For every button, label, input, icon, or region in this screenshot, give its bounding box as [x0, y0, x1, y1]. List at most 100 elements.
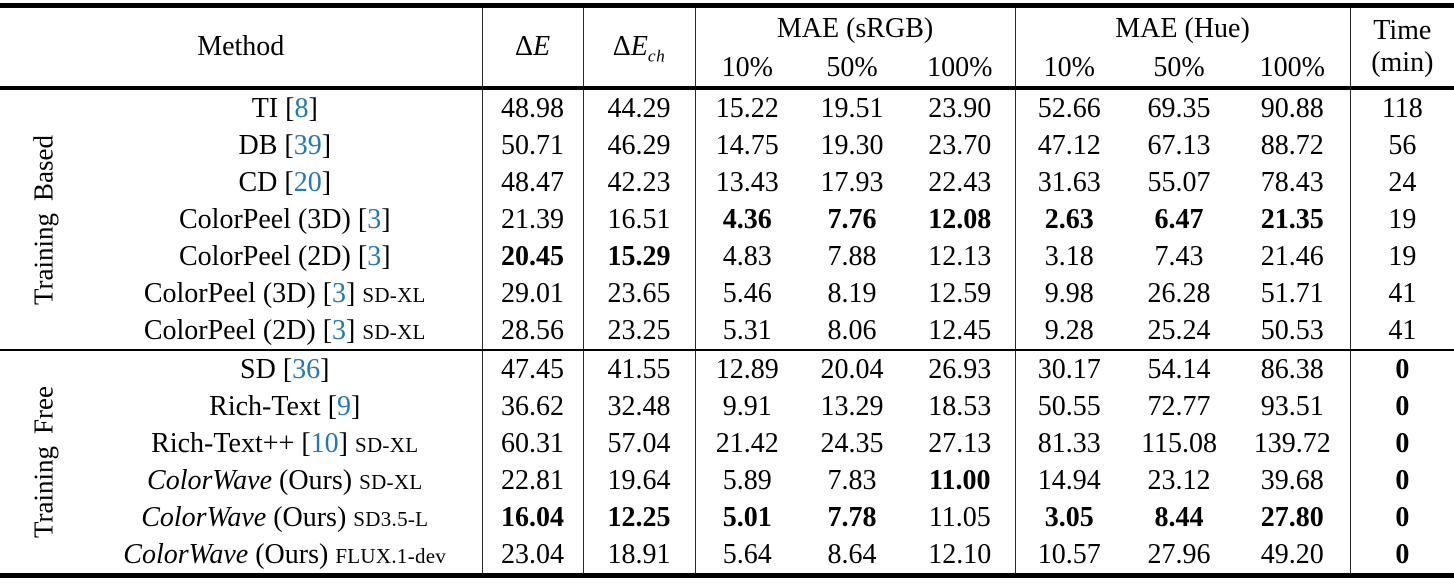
mae-srgb-10-value: 5.64: [722, 538, 772, 570]
mae-hue-100-value: 51.71: [1235, 275, 1351, 312]
mae-hue-50-value: 25.24: [1147, 314, 1211, 346]
citation-link[interactable]: 8: [294, 92, 309, 124]
mae-hue-50-value: 69.35: [1147, 92, 1211, 124]
mae-hue-50-value: 115.08: [1141, 427, 1218, 459]
mae-hue-10-value: 10.57: [1037, 538, 1101, 570]
table-header: Method ΔE ΔEch MAE (sRGB) MAE (Hue) Time…: [0, 5, 1454, 88]
time-value: 0: [1395, 427, 1410, 459]
delta-e-ch-label: ΔEch: [612, 31, 666, 66]
mae-srgb-50-value: 24.35: [820, 427, 884, 459]
col-delta-e: ΔE: [482, 5, 584, 88]
time-value: 24: [1388, 166, 1417, 198]
mae-hue-100-value: 93.51: [1235, 388, 1351, 425]
col-method-label: Method: [197, 31, 285, 62]
mae-srgb-10-value: 9.91: [722, 390, 772, 422]
mae-hue-10-value: 14.94: [1037, 464, 1101, 496]
mae-srgb-10-value: 5.46: [722, 277, 772, 309]
delta-e-value: 21.39: [482, 201, 584, 238]
delta-e-value: 22.81: [482, 462, 584, 499]
model-suffix: SD-XL: [354, 432, 419, 457]
mae-hue-10-value: 3.18: [1044, 240, 1094, 272]
time-value: 56: [1388, 129, 1417, 161]
time-label: Time: [1373, 14, 1432, 46]
mae-hue-100-value: 139.72: [1235, 425, 1351, 462]
mae-srgb-50-value: 13.29: [820, 390, 884, 422]
citation-link[interactable]: 10: [310, 427, 339, 459]
table-row: ColorPeel (3D) [3] SD-XL 29.01 23.65 5.46 8.…: [0, 275, 1454, 312]
mae-srgb-10-value: 14.75: [715, 129, 779, 161]
mae-srgb-10-value: 4.83: [722, 240, 772, 272]
col-hue-10: 10%: [1043, 52, 1095, 83]
mae-srgb-100-value: 23.70: [905, 127, 1016, 164]
mae-hue-50-value: 6.47: [1154, 203, 1204, 235]
mae-hue-100-value: 50.53: [1235, 312, 1351, 350]
results-table: Method ΔE ΔEch MAE (sRGB) MAE (Hue) Time…: [0, 3, 1454, 578]
citation-link[interactable]: 36: [292, 353, 321, 385]
model-suffix: SD-XL: [362, 319, 426, 344]
training-free-group: TrainingFree SD [36] 47.45 41.55 12.89 20.04 2…: [0, 350, 1454, 576]
delta-e-label: ΔE: [514, 31, 551, 62]
table-row: Rich-Text++ [10] SD-XL 60.31 57.04 21.42 24.…: [0, 425, 1454, 462]
delta-e-ch-value: 15.29: [583, 238, 696, 275]
mae-hue-10-value: 81.33: [1037, 427, 1101, 459]
mae-srgb-100-value: 12.59: [905, 275, 1016, 312]
group-label-cell: TrainingBased: [0, 88, 88, 350]
mae-srgb-100-value: 12.45: [905, 312, 1016, 350]
table-row: TrainingBased TI [8] 48.98 44.29 15.22 19.51 2…: [0, 88, 1454, 305]
citation-link[interactable]: 9: [337, 390, 352, 422]
mae-hue-50-value: 27.96: [1147, 538, 1211, 570]
table-row: ColorPeel (3D) [3] 21.39 16.51 4.36 7.76 12.0…: [0, 201, 1454, 238]
mae-srgb-50-value: 8.64: [827, 538, 877, 570]
delta-e-value: 60.31: [482, 425, 584, 462]
mae-srgb-10-value: 15.22: [715, 92, 779, 124]
mae-hue-50-value: 55.07: [1147, 166, 1211, 198]
model-suffix: SD3.5-L: [353, 506, 429, 531]
delta-e-ch-value: 32.48: [583, 388, 696, 425]
group-label-cell: TrainingFree: [0, 350, 88, 576]
col-hue-50: 50%: [1153, 52, 1205, 83]
header-row-2: 10% 50% 100% 10% 50% 100%: [0, 50, 1454, 88]
mae-hue-50-value: 7.43: [1154, 240, 1204, 272]
mae-hue-50-value: 23.12: [1147, 464, 1211, 496]
delta-e-value: 48.47: [482, 164, 584, 201]
table-row: TrainingFree SD [36] 47.45 41.55 12.89 20.04 2…: [0, 350, 1454, 538]
mae-hue-100-value: 49.20: [1235, 536, 1351, 576]
mae-srgb-100-value: 12.08: [905, 201, 1016, 238]
mae-hue-100-value: 86.38: [1235, 350, 1351, 388]
col-method: Method: [0, 5, 483, 88]
citation-link[interactable]: 3: [367, 203, 382, 235]
table-row: ColorPeel (2D) [3] 20.45 15.29 4.83 7.88 12.1…: [0, 238, 1454, 275]
method-name-cell: SD [36]: [88, 350, 483, 388]
method-name-cell: CD [20]: [88, 164, 483, 201]
delta-e-ch-value: 44.29: [583, 88, 696, 127]
delta-e-ch-value: 23.65: [583, 275, 696, 312]
method-name-italic: ColorWave: [147, 464, 273, 496]
method-name-cell: ColorPeel (2D) [3]: [88, 238, 483, 275]
citation-link[interactable]: 3: [332, 314, 347, 346]
citation-link[interactable]: 3: [332, 277, 347, 309]
mae-srgb-10-value: 13.43: [715, 166, 779, 198]
mae-srgb-100-value: 27.13: [905, 425, 1016, 462]
col-srgb-50: 50%: [826, 52, 878, 83]
mae-srgb-100-value: 26.93: [905, 350, 1016, 388]
mae-hue-50-value: 26.28: [1147, 277, 1211, 309]
time-value: 0: [1395, 353, 1410, 385]
time-value: 0: [1395, 464, 1410, 496]
col-hue-100: 100%: [1235, 50, 1351, 88]
delta-e-value: 16.04: [482, 499, 584, 536]
method-name-cell: ColorWave (Ours) FLUX.1-dev: [88, 536, 483, 576]
method-name-cell: ColorPeel (2D) [3] SD-XL: [88, 312, 483, 350]
mae-srgb-100-value: 18.53: [905, 388, 1016, 425]
mae-hue-10-value: 52.66: [1037, 92, 1101, 124]
mae-srgb-100-value: 22.43: [905, 164, 1016, 201]
time-value: 19: [1388, 240, 1417, 272]
citation-link[interactable]: 20: [293, 166, 322, 198]
table-row: CD [20] 48.47 42.23 13.43 17.93 22.43 31.63 55.…: [0, 164, 1454, 201]
time-value: 118: [1381, 92, 1423, 124]
citation-link[interactable]: 39: [293, 129, 322, 161]
time-unit-label: (min): [1371, 47, 1434, 78]
citation-link[interactable]: 3: [367, 240, 382, 272]
col-group-mae-srgb: MAE (sRGB): [695, 5, 1016, 50]
col-srgb-10: 10%: [721, 52, 773, 83]
